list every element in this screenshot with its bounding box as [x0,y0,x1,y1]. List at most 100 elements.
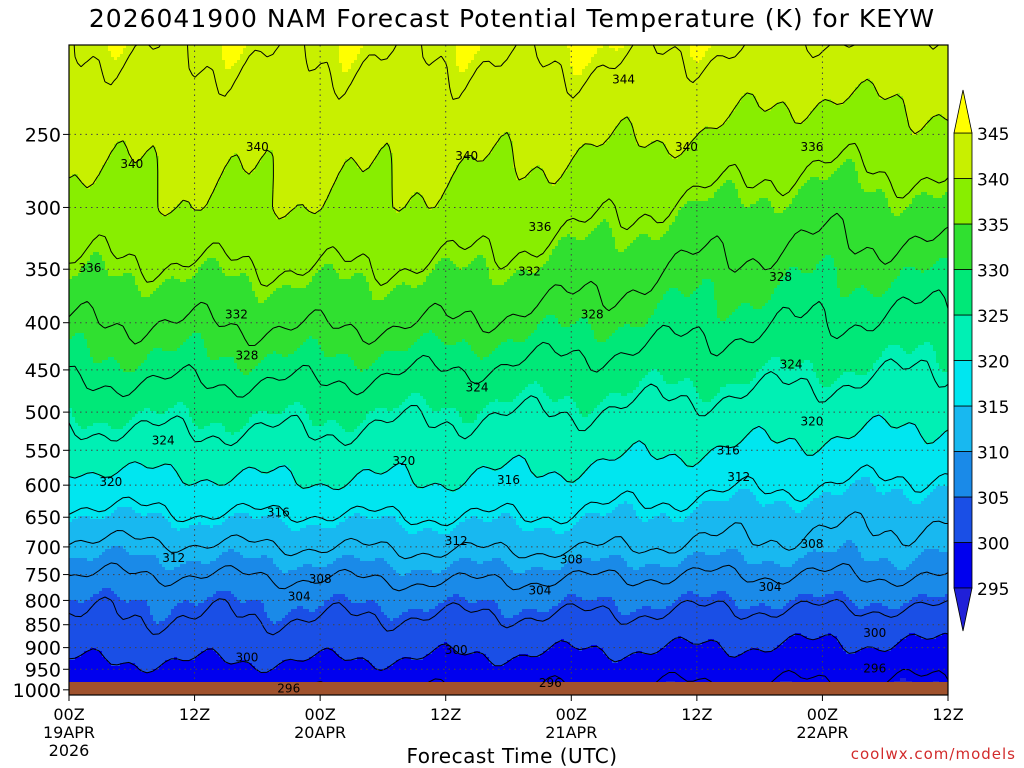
field-cell [438,336,529,340]
field-cell [882,414,948,418]
field-cell [102,168,160,172]
field-cell [753,93,853,97]
field-cell [738,102,760,106]
field-cell [300,402,403,406]
field-cell [69,396,409,400]
field-cell [372,294,388,298]
field-cell [384,471,409,475]
field-cell [357,54,457,58]
field-cell [510,459,526,463]
field-cell [483,561,505,565]
field-cell [309,336,313,340]
field-cell [363,273,430,277]
field-cell [837,270,901,274]
field-cell [102,588,112,592]
field-cell [588,468,948,472]
field-cell [216,186,274,190]
field-cell [135,276,172,280]
field-cell [525,339,598,343]
field-cell [750,204,772,208]
field-cell [519,393,547,397]
field-cell [411,198,424,202]
field-cell [243,426,343,430]
field-cell [663,375,757,379]
field-cell [228,162,241,166]
credit-link[interactable]: coolwx.com/models [850,745,1016,763]
field-cell [666,147,688,151]
field-cell [630,612,948,616]
field-cell [102,360,118,364]
field-cell [69,345,88,349]
field-cell [474,156,487,160]
field-cell [660,372,757,376]
field-cell [903,267,916,271]
field-cell [885,417,948,421]
field-cell [726,591,835,595]
field-cell [282,354,289,358]
field-cell [69,489,451,493]
field-cell [234,63,343,67]
y-tick-label: 900 [25,638,61,660]
field-cell [165,411,190,415]
field-cell [714,297,772,301]
field-cell [753,378,820,382]
field-cell [543,474,562,478]
field-cell [516,168,532,172]
field-cell [249,372,649,376]
field-cell [198,654,220,658]
field-cell [69,174,73,178]
field-cell [585,237,616,241]
field-cell [69,189,160,193]
field-cell [237,60,340,64]
field-cell [120,54,223,58]
field-cell [270,669,948,673]
field-cell [852,159,948,163]
field-cell [78,600,85,604]
field-cell [639,516,655,520]
field-cell [204,600,241,604]
field-cell [930,492,948,496]
field-cell [399,210,679,214]
field-cell [462,420,475,424]
field-cell [204,339,307,343]
field-cell [156,150,268,154]
field-cell [861,186,948,190]
field-cell [573,66,586,70]
field-cell [516,270,529,274]
field-cell [666,606,739,610]
field-cell [624,501,628,505]
field-cell [561,237,577,241]
field-cell [162,513,235,517]
field-cell [933,441,948,445]
field-cell [120,363,142,367]
field-cell [480,45,568,49]
field-cell [393,177,451,181]
field-cell [69,339,88,343]
field-cell [390,564,451,568]
field-cell [69,582,948,586]
field-cell [186,561,202,565]
field-cell [69,291,142,295]
field-cell [339,60,355,64]
field-cell [594,54,691,58]
field-cell [273,621,277,625]
field-cell [69,600,79,604]
field-cell [615,48,619,52]
field-cell [489,153,514,157]
field-cell [522,528,535,532]
field-cell [222,174,274,178]
field-cell [216,591,232,595]
field-cell [108,48,124,52]
field-cell [204,261,220,265]
field-cell [72,414,136,418]
field-cell [795,195,886,199]
field-cell [756,495,820,499]
field-cell [156,288,253,292]
field-cell [294,207,307,211]
contour-label: 336 [801,140,824,154]
field-cell [462,417,478,421]
field-cell [150,606,175,610]
field-cell [474,351,493,355]
field-cell [105,261,205,265]
field-cell [774,207,787,211]
